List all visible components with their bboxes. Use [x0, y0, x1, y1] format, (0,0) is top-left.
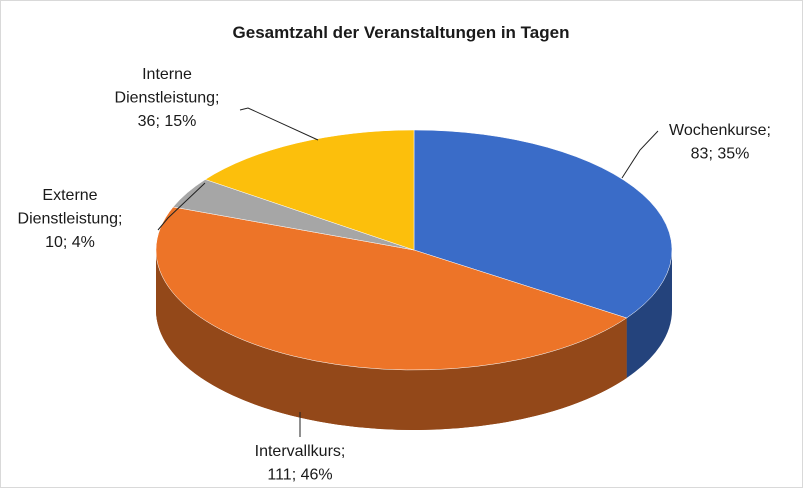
pie-slice: [155, 206, 628, 371]
data-label: Interne: [142, 66, 192, 83]
data-label: 111; 46%: [267, 467, 332, 484]
chart-title: Gesamtzahl der Veranstaltungen in Tagen: [233, 23, 570, 42]
pie-side: [156, 250, 627, 431]
data-label: Dienstleistung;: [18, 211, 123, 228]
data-label: 83; 35%: [691, 146, 750, 163]
data-label: 36; 15%: [138, 113, 197, 130]
pie-slice: [204, 129, 415, 251]
pie-side: [626, 250, 672, 378]
labels: Wochenkurse; 83; 35% Intervallkurs; 111; 46…: [18, 66, 771, 484]
data-label: Wochenkurse;: [669, 122, 771, 139]
data-label: Externe: [42, 187, 97, 204]
leader-line: [621, 130, 659, 179]
pie: [155, 129, 673, 431]
data-label: 10; 4%: [45, 234, 95, 251]
data-label: Dienstleistung;: [115, 90, 220, 107]
pie-slice: [413, 129, 673, 319]
data-label: Intervallkurs;: [255, 443, 346, 460]
leader-line: [239, 107, 319, 141]
leader-line: [157, 182, 206, 231]
